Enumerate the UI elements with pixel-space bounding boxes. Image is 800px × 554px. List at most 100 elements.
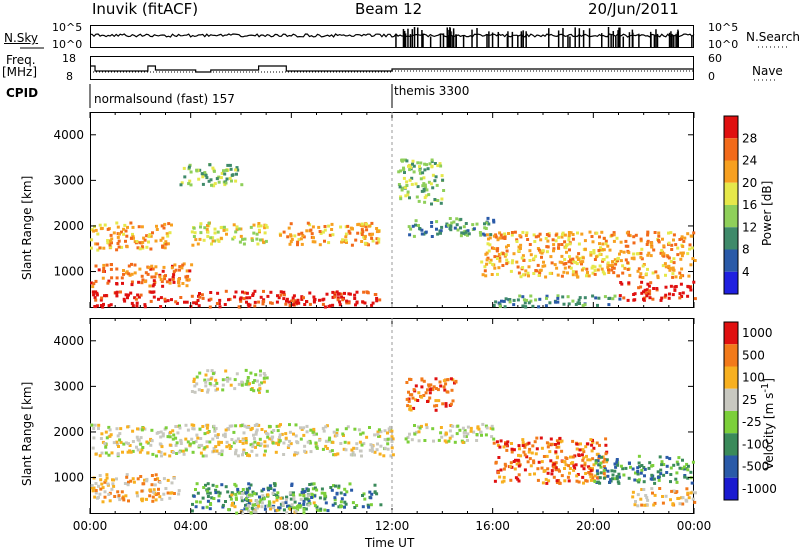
nsearch-tick-top: 10^5	[708, 21, 739, 34]
heatmap-cell	[99, 487, 103, 491]
heatmap-cell	[379, 503, 383, 507]
heatmap-cell	[229, 383, 233, 387]
heatmap-cell	[331, 440, 335, 444]
heatmap-cell	[101, 276, 105, 280]
heatmap-cell	[586, 458, 590, 462]
heatmap-cell	[301, 488, 305, 492]
heatmap-cell	[674, 275, 678, 279]
heatmap-cell	[180, 181, 184, 185]
heatmap-cell	[514, 458, 517, 462]
heatmap-cell	[477, 427, 481, 431]
heatmap-cell	[234, 493, 238, 496]
heatmap-cell	[521, 273, 525, 277]
heatmap-cell	[303, 490, 307, 493]
heatmap-cell	[444, 431, 448, 435]
colorbar-segment	[724, 249, 738, 272]
colorbar-segment	[724, 477, 738, 500]
heatmap-cell	[439, 431, 443, 435]
heatmap-cell	[483, 233, 487, 237]
heatmap-cell	[682, 467, 686, 471]
heatmap-cell	[497, 266, 501, 270]
heatmap-cell	[408, 432, 411, 436]
heatmap-cell	[641, 276, 645, 279]
heatmap-cell	[614, 262, 618, 266]
heatmap-cell	[358, 449, 362, 453]
heatmap-cell	[496, 247, 500, 251]
heatmap-cell	[245, 425, 249, 429]
heatmap-cell	[610, 263, 614, 267]
heatmap-cell	[174, 436, 178, 440]
heatmap-cell	[103, 294, 106, 298]
heatmap-cell	[446, 378, 450, 382]
heatmap-cell	[587, 465, 591, 469]
heatmap-cell	[208, 491, 212, 495]
heatmap-cell	[387, 430, 391, 433]
heatmap-cell	[238, 240, 242, 244]
heatmap-cell	[417, 439, 421, 443]
heatmap-cell	[257, 423, 261, 427]
heatmap-cell	[255, 379, 259, 383]
heatmap-cell	[144, 271, 148, 275]
heatmap-cell	[279, 290, 283, 294]
heatmap-cell	[101, 486, 105, 490]
heatmap-cell	[258, 387, 262, 391]
heatmap-cell	[435, 183, 439, 187]
cpid-segment-1: normalsound (fast) 157	[94, 92, 235, 106]
heatmap-cell	[373, 450, 377, 454]
heatmap-cell	[252, 510, 256, 514]
heatmap-cell	[199, 225, 202, 229]
heatmap-cell	[693, 259, 697, 262]
heatmap-cell	[98, 474, 102, 477]
heatmap-cell	[130, 301, 134, 305]
heatmap-cell	[660, 463, 664, 467]
heatmap-cell	[115, 282, 119, 286]
heatmap-cell	[92, 436, 96, 440]
heatmap-cell	[289, 505, 293, 509]
heatmap-cell	[557, 235, 561, 239]
heatmap-cell	[122, 269, 125, 272]
heatmap-cell	[127, 293, 130, 297]
heatmap-cell	[444, 402, 448, 406]
heatmap-cell	[492, 220, 496, 224]
heatmap-cell	[140, 489, 144, 493]
heatmap-cell	[100, 296, 104, 300]
heatmap-cell	[320, 487, 324, 491]
heatmap-cell	[351, 451, 355, 455]
heatmap-cell	[464, 230, 468, 234]
heatmap-cell	[123, 482, 127, 485]
heatmap-cell	[386, 437, 390, 441]
heatmap-cell	[686, 232, 690, 236]
heatmap-cell	[233, 482, 237, 486]
heatmap-cell	[140, 448, 144, 452]
heatmap-cell	[197, 304, 201, 308]
heatmap-cell	[123, 299, 127, 303]
heatmap-cell	[444, 404, 448, 408]
heatmap-cell	[159, 305, 163, 309]
heatmap-cell	[196, 491, 200, 495]
heatmap-cell	[377, 240, 381, 244]
heatmap-cell	[636, 504, 640, 508]
heatmap-cell	[334, 484, 337, 488]
heatmap-cell	[581, 256, 585, 260]
heatmap-cell	[161, 236, 165, 240]
heatmap-cell	[104, 445, 108, 449]
heatmap-cell	[218, 298, 222, 302]
heatmap-cell	[678, 466, 682, 470]
date-title: 20/Jun/2011	[588, 0, 679, 18]
heatmap-cell	[259, 442, 263, 446]
heatmap-cell	[122, 498, 126, 502]
heatmap-cell	[690, 246, 694, 250]
heatmap-cell	[606, 244, 610, 248]
heatmap-cell	[598, 252, 602, 256]
heatmap-cell	[599, 465, 603, 469]
heatmap-cell	[609, 478, 613, 482]
heatmap-cell	[225, 445, 229, 449]
colorbar-tick-label: 500	[742, 348, 765, 362]
heatmap-cell	[686, 468, 690, 472]
heatmap-cell	[591, 294, 595, 298]
heatmap-cell	[650, 473, 654, 477]
heatmap-cell	[661, 250, 665, 254]
heatmap-cell	[189, 183, 193, 187]
heatmap-cell	[110, 276, 114, 280]
heatmap-cell	[623, 266, 627, 270]
